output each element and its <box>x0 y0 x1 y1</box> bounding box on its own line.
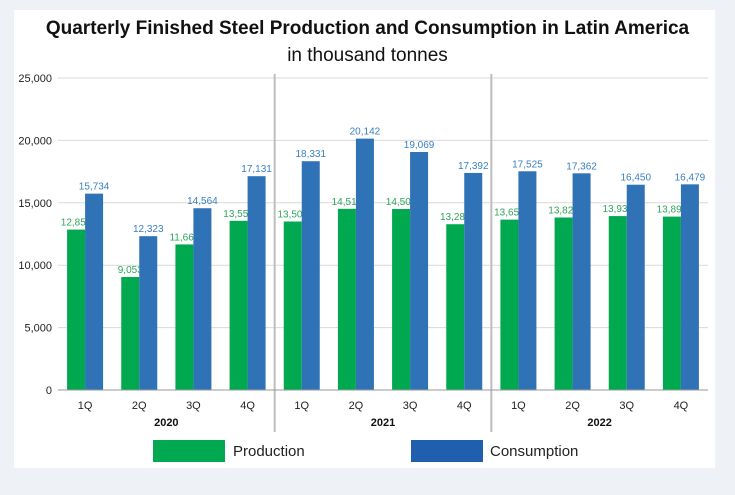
data-label-consumption: 17,392 <box>458 161 489 172</box>
legend-swatch-consumption <box>411 440 483 462</box>
bar-production <box>121 277 140 390</box>
x-tick-label: 4Q <box>240 400 255 412</box>
bar-production <box>662 216 681 390</box>
bar-consumption <box>410 152 429 390</box>
data-label-consumption: 19,069 <box>404 140 435 151</box>
legend-item-consumption: Consumption <box>411 440 591 462</box>
data-label-production: 13,284 <box>440 212 471 223</box>
data-label-production: 14,518 <box>332 197 363 208</box>
bar-production <box>283 221 302 390</box>
data-label-consumption: 17,362 <box>566 161 597 172</box>
legend-item-production: Production <box>153 440 313 462</box>
bar-production <box>67 229 86 390</box>
bar-production <box>608 216 627 390</box>
chart-subtitle: in thousand tonnes <box>287 45 448 66</box>
x-tick-label: 2Q <box>349 400 364 412</box>
chart-title: Quarterly Finished Steel Production and … <box>45 18 690 39</box>
bar-consumption <box>193 208 212 390</box>
x-tick-label: 2Q <box>132 400 147 412</box>
bar-consumption <box>139 236 158 390</box>
data-label-production: 13,501 <box>277 210 308 221</box>
y-tick-label: 25,000 <box>18 73 52 85</box>
y-tick-label: 10,000 <box>18 260 52 272</box>
data-label-production: 13,557 <box>223 209 254 220</box>
bar-consumption <box>518 171 537 390</box>
data-label-production: 13,895 <box>657 205 688 216</box>
x-tick-label: 4Q <box>674 400 689 412</box>
bar-production <box>446 224 465 390</box>
x-tick-label: 1Q <box>294 400 309 412</box>
bar-consumption <box>355 138 374 390</box>
data-label-consumption: 20,142 <box>350 127 381 138</box>
group-label: 2020 <box>154 417 178 429</box>
y-tick-label: 0 <box>46 385 52 397</box>
data-label-consumption: 16,479 <box>675 172 706 183</box>
bar-consumption <box>85 193 104 390</box>
data-label-consumption: 17,525 <box>512 159 543 170</box>
x-tick-label: 1Q <box>78 400 93 412</box>
data-label-consumption: 16,450 <box>620 173 651 184</box>
data-label-consumption: 15,734 <box>79 182 110 193</box>
data-label-production: 13,652 <box>494 208 525 219</box>
data-label-production: 9,053 <box>118 265 143 276</box>
x-tick-label: 3Q <box>186 400 201 412</box>
x-tick-label: 2Q <box>565 400 580 412</box>
y-tick-label: 15,000 <box>18 198 52 210</box>
data-label-production: 13,823 <box>548 205 579 216</box>
legend-swatch-production <box>153 440 225 462</box>
data-label-consumption: 12,323 <box>133 224 164 235</box>
x-tick-label: 4Q <box>457 400 472 412</box>
bar-production <box>175 244 194 390</box>
x-tick-label: 3Q <box>619 400 634 412</box>
bar-production <box>337 208 356 390</box>
data-label-consumption: 14,564 <box>187 196 218 207</box>
bar-production <box>500 219 519 390</box>
data-label-production: 14,502 <box>386 197 417 208</box>
group-label: 2021 <box>371 417 395 429</box>
x-tick-label: 3Q <box>403 400 418 412</box>
bar-consumption <box>301 161 320 390</box>
bar-consumption <box>247 176 266 390</box>
y-tick-label: 20,000 <box>18 135 52 147</box>
data-label-production: 12,854 <box>61 218 92 229</box>
legend-label-production: Production <box>233 443 305 460</box>
bar-production <box>229 220 248 390</box>
legend-label-consumption: Consumption <box>490 443 579 460</box>
bar-production <box>392 209 411 390</box>
data-label-consumption: 17,131 <box>241 164 272 175</box>
data-label-production: 11,666 <box>169 232 199 243</box>
bar-consumption <box>680 184 699 390</box>
bar-consumption <box>464 172 483 390</box>
data-label-consumption: 18,331 <box>295 149 326 160</box>
data-label-production: 13,936 <box>602 204 633 215</box>
bar-consumption <box>626 184 645 390</box>
group-label: 2022 <box>587 417 611 429</box>
x-tick-label: 1Q <box>511 400 526 412</box>
bar-production <box>554 217 573 390</box>
y-tick-label: 5,000 <box>24 323 52 335</box>
bar-consumption <box>572 173 591 390</box>
